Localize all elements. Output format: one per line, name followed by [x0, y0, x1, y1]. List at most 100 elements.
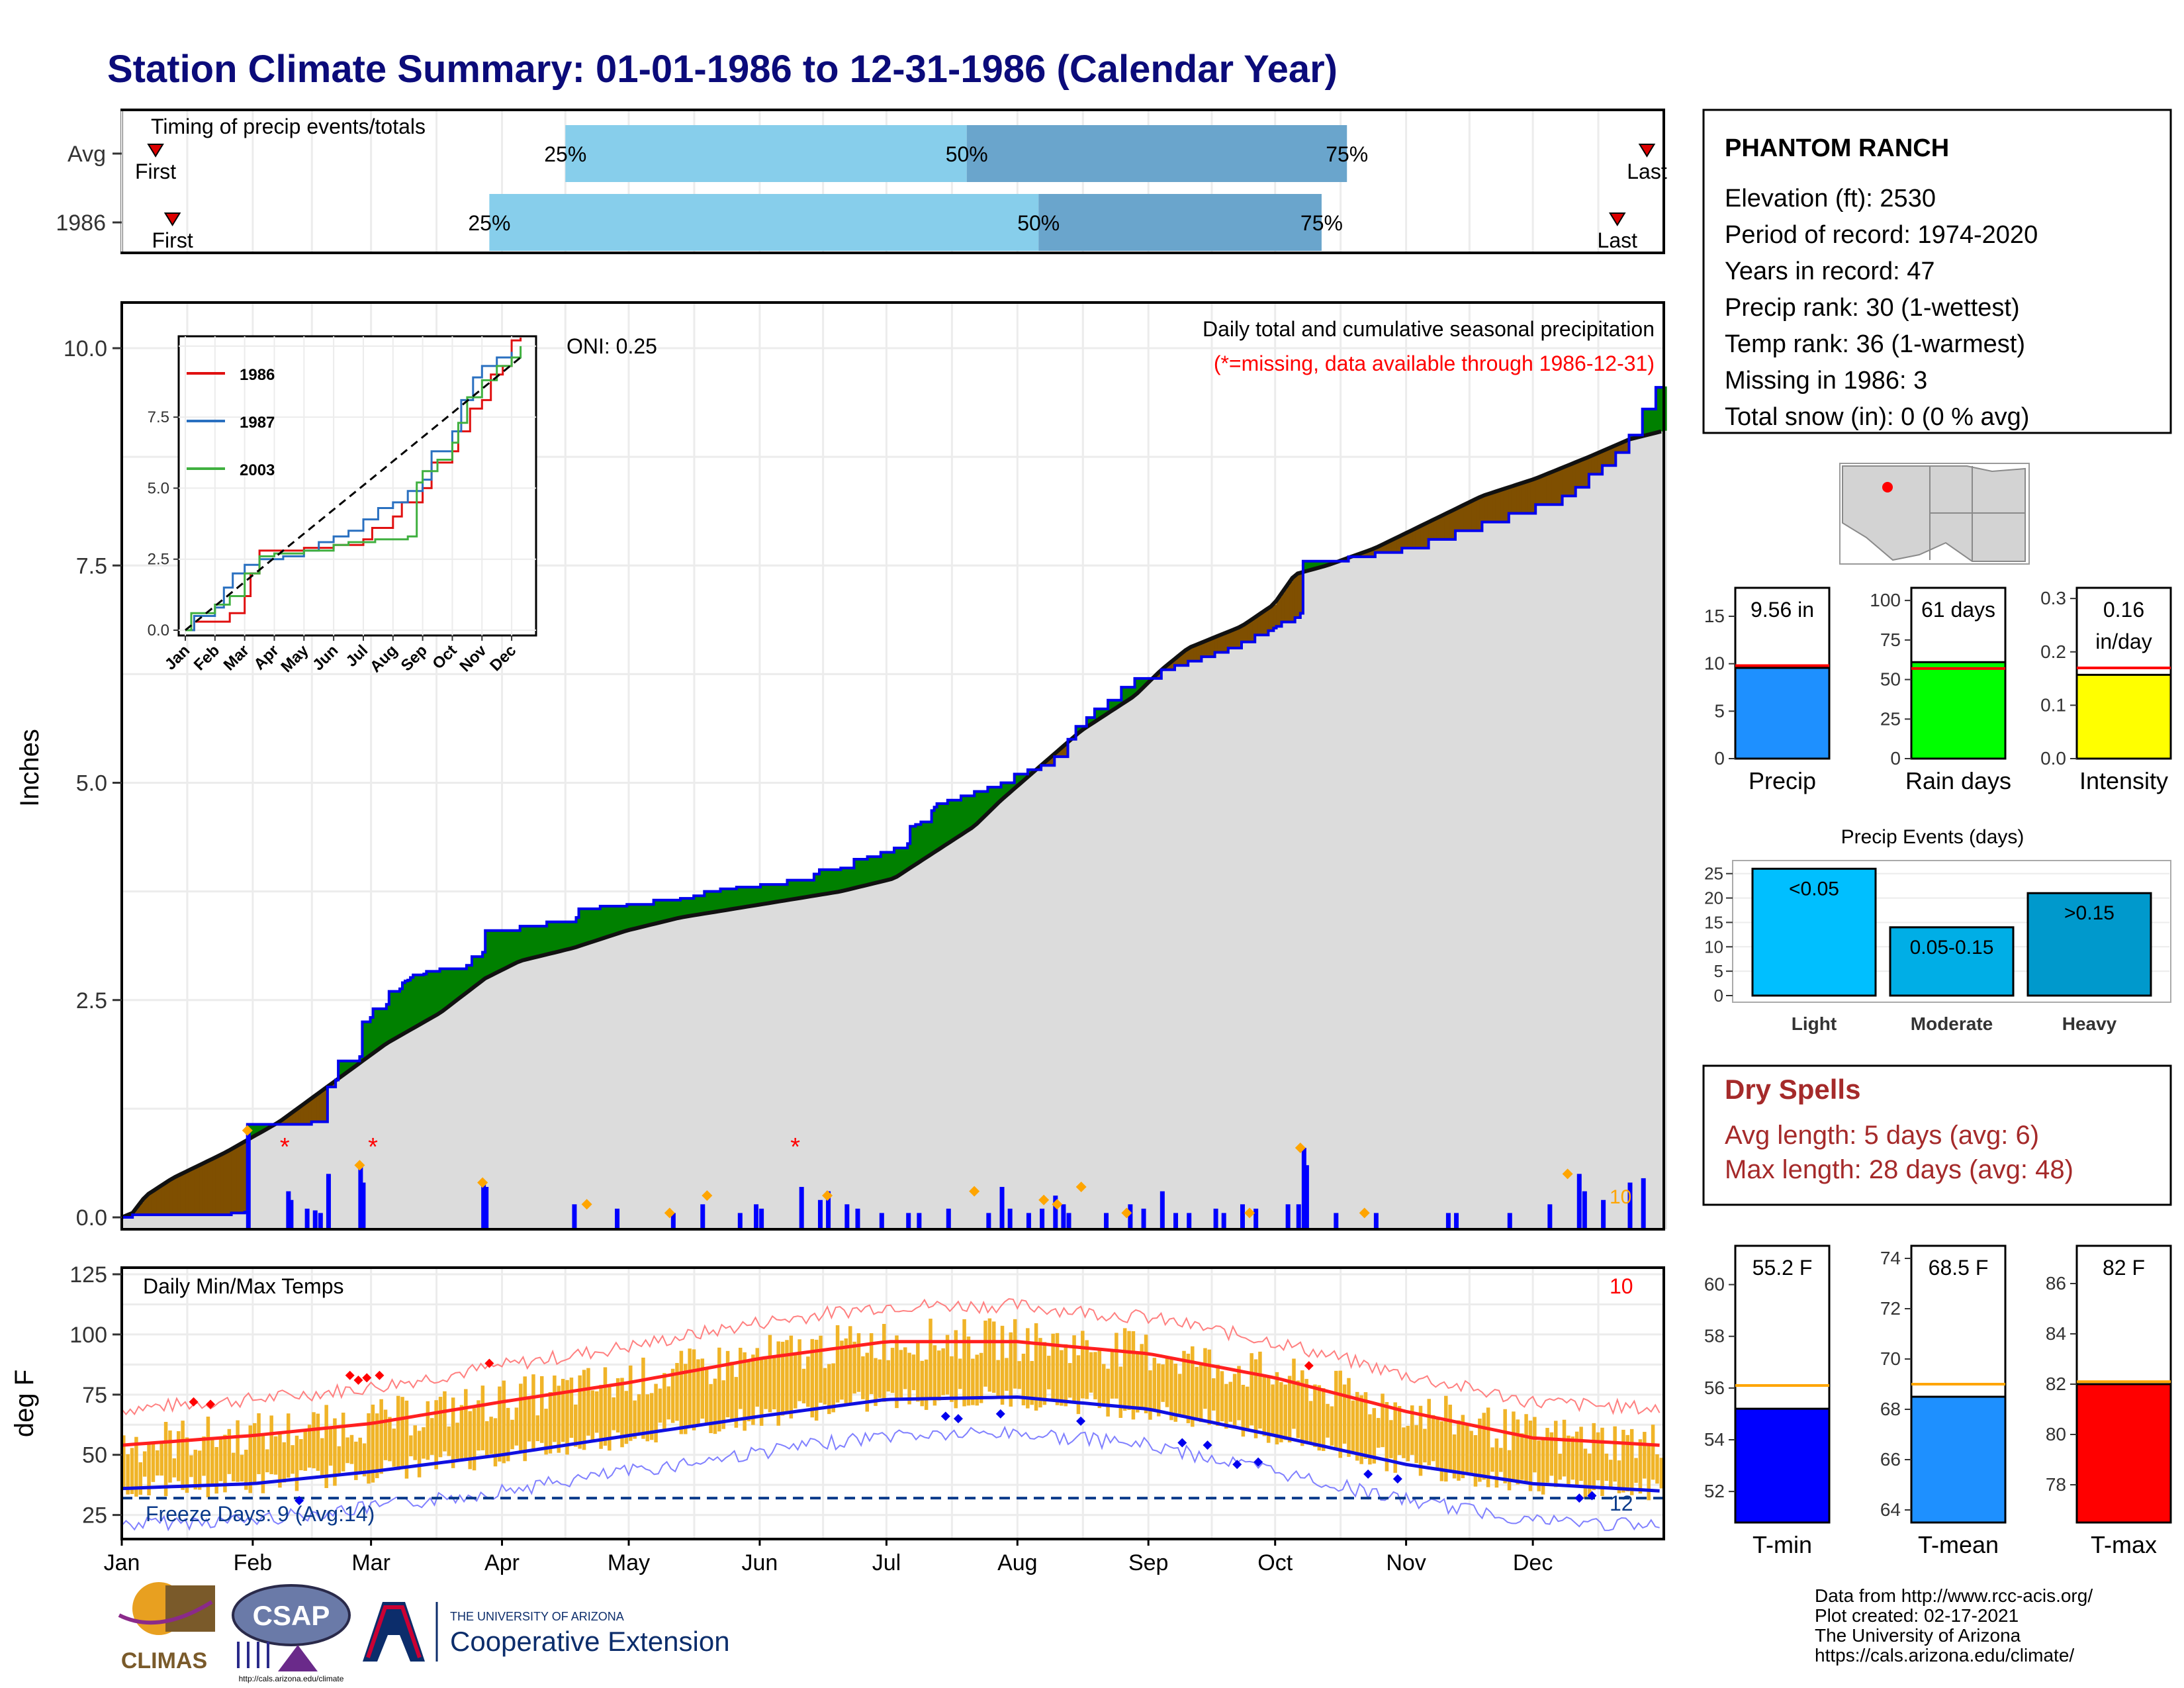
surplus-column [1137, 678, 1141, 694]
event-category-label: Moderate [1911, 1013, 1993, 1034]
events-bars: 0510152025<0.05Light0.05-0.15Moderate>0.… [1704, 864, 2169, 1034]
daily-temp-bar [1186, 1353, 1191, 1423]
cumulative-base-column [434, 1016, 438, 1229]
daily-temp-bar [1363, 1392, 1368, 1459]
cumulative-base-column [140, 1215, 144, 1229]
surplus-column [530, 926, 534, 959]
daily-temp-bar [1060, 1350, 1064, 1406]
daily-temp-bar [320, 1438, 324, 1477]
surplus-column [960, 796, 964, 835]
deficit-column [1380, 545, 1384, 553]
cumulative-base-column [1353, 557, 1357, 1229]
cumulative-base-column [1642, 436, 1646, 1230]
deficit-column [1292, 578, 1296, 622]
cumulative-base-column [1060, 757, 1064, 1229]
cumulative-base-column [1247, 641, 1250, 1229]
cumulative-base-column [1588, 474, 1592, 1229]
cumulative-base-column [1407, 547, 1410, 1229]
events-y-tick-label: 5 [1714, 961, 1723, 981]
daily-temp-bar [1081, 1331, 1085, 1399]
deficit-column [1222, 633, 1226, 653]
temp-y-tick-label: 25 [82, 1503, 107, 1528]
daily-temp-bar [1596, 1432, 1600, 1481]
daily-temp-bar [1026, 1328, 1030, 1409]
surplus-column [1134, 678, 1138, 696]
surplus-column [1655, 387, 1659, 433]
cumulative-base-column [854, 888, 858, 1229]
deficit-column [239, 1145, 243, 1213]
cumulative-base-column [1236, 647, 1240, 1229]
cumulative-base-column [504, 968, 508, 1229]
deficit-column [1600, 452, 1603, 475]
record-marker [581, 1199, 592, 1210]
daily-temp-bar [464, 1389, 468, 1461]
cumulative-base-column [1158, 678, 1162, 1229]
daily-temp-bar [400, 1397, 404, 1466]
daily-temp-bar [409, 1435, 413, 1456]
cumulative-base-column [1626, 452, 1630, 1229]
cumulative-base-column [1281, 622, 1285, 1229]
deficit-column [1260, 614, 1263, 635]
surplus-column [252, 1124, 256, 1137]
daily-temp-bar [248, 1425, 253, 1493]
daily-temp-bar [1355, 1391, 1359, 1461]
deficit-column [1522, 483, 1525, 514]
surplus-column [375, 1008, 379, 1052]
daily-temp-bar [472, 1408, 477, 1471]
deficit-column [148, 1194, 152, 1215]
cumulative-base-column [202, 1215, 205, 1229]
surplus-column [827, 869, 831, 894]
cumulative-base-column [1142, 688, 1146, 1229]
deficit-column [202, 1164, 205, 1215]
surplus-column [429, 971, 433, 1019]
deficit-column [1458, 507, 1461, 531]
surplus-column [720, 888, 724, 912]
surplus-column [535, 926, 539, 957]
cumulative-base-column [154, 1215, 158, 1229]
daily-temp-bar [163, 1422, 168, 1497]
inset-legend-label: 1987 [240, 414, 275, 432]
precip-summary-value-label: 9.56 in [1751, 598, 1814, 622]
cumulative-base-column [862, 886, 866, 1229]
daily-temp-bar [1068, 1363, 1072, 1398]
cumulative-base-column [1570, 496, 1574, 1230]
surplus-column [768, 884, 772, 904]
deficit-column [1185, 650, 1189, 666]
daily-temp-bar [844, 1338, 848, 1403]
cumulative-base-column [512, 964, 516, 1229]
tmin-summary-value-bar [1734, 1407, 1831, 1524]
deficit-column [1441, 515, 1445, 539]
daily-precip-bar [1627, 1182, 1633, 1229]
surplus-column [792, 880, 796, 900]
daily-temp-bar [484, 1421, 489, 1458]
cumulative-base-column [1310, 569, 1314, 1229]
climas-logo-block [165, 1585, 215, 1632]
cumulative-base-column [298, 1124, 302, 1229]
cumulative-base-column [1447, 539, 1451, 1229]
daily-temp-bar [996, 1360, 1000, 1398]
daily-temp-bar [413, 1425, 417, 1460]
daily-temp-bar [1055, 1333, 1060, 1405]
timing-row-label: 1986 [56, 211, 106, 236]
surplus-column [493, 930, 496, 974]
inset-legend-label: 2003 [240, 461, 275, 479]
deficit-column [1241, 626, 1245, 642]
surplus-column [744, 887, 748, 908]
timing-panel: Timing of precip events/totals Avg 25% 50%… [56, 109, 1667, 254]
cumulative-base-column [1426, 547, 1430, 1229]
surplus-column [1108, 700, 1111, 714]
cumulative-base-column [608, 936, 612, 1229]
surplus-column [808, 880, 812, 897]
cumulative-base-column [338, 1078, 341, 1229]
surplus-column [453, 968, 457, 1003]
deficit-column [1433, 519, 1437, 539]
surplus-column [512, 930, 516, 965]
timing-percent-label: 25% [468, 211, 510, 235]
cumulative-base-column [520, 961, 523, 1229]
cumulative-base-column [1255, 635, 1258, 1229]
daily-temp-bar [506, 1407, 510, 1462]
daily-temp-bar [126, 1454, 130, 1495]
dry-spells-frame [1702, 1064, 2172, 1206]
timing-percent-label: 50% [1017, 211, 1060, 235]
daily-precip-bar [286, 1191, 291, 1229]
